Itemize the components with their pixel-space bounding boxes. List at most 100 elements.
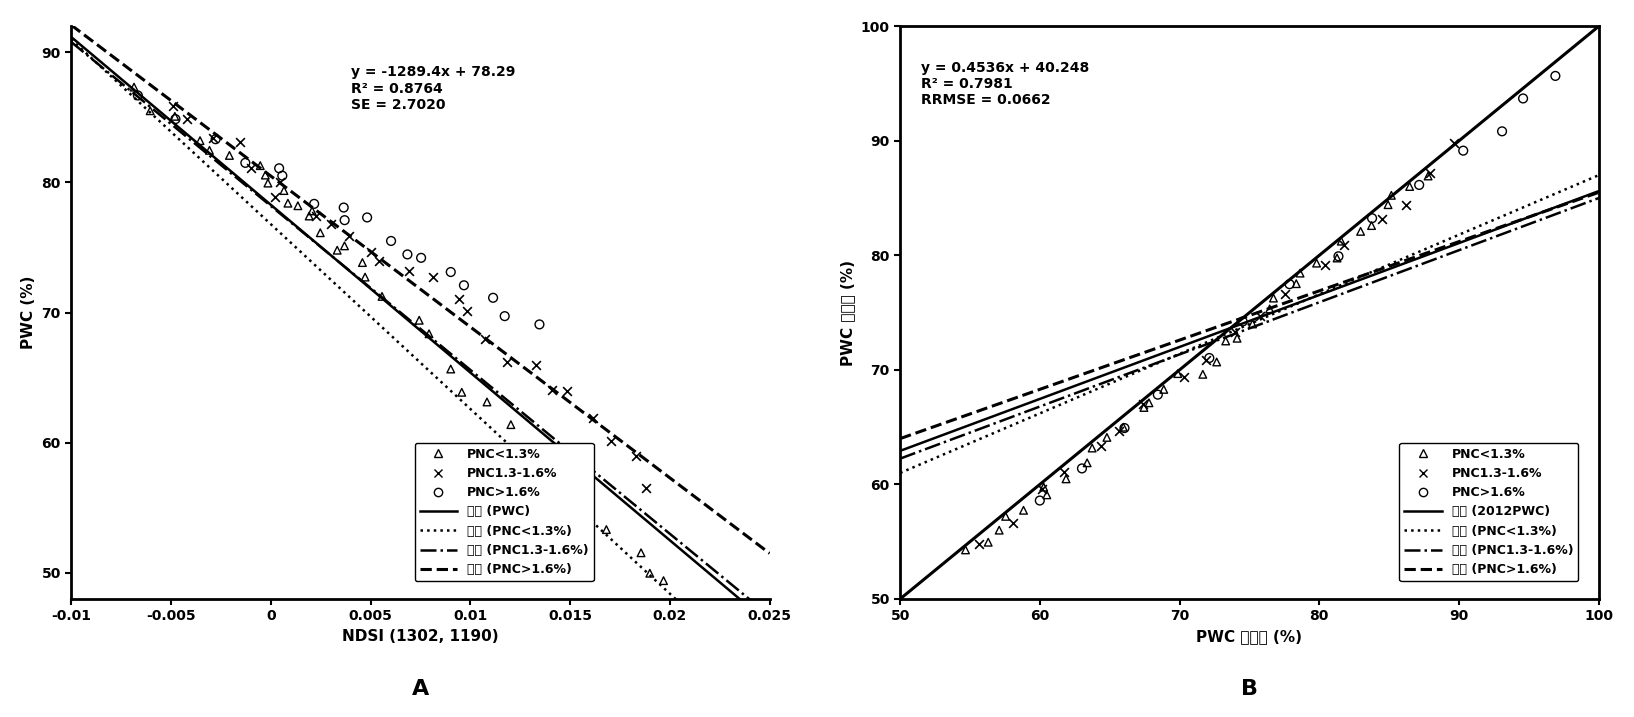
Point (255, 177, 281, 189)
Text: A: A (412, 679, 430, 699)
Point (330, 201, 356, 213)
Point (1510, 92, 1536, 104)
Point (196, 145, 222, 156)
Point (1145, 389, 1172, 400)
Point (1088, 440, 1114, 452)
Point (992, 511, 1018, 522)
Point (454, 305, 480, 317)
Point (261, 191, 288, 202)
Point (1260, 293, 1286, 304)
Point (1312, 260, 1338, 271)
X-axis label: NDSI (1302, 1190): NDSI (1302, 1190) (342, 629, 498, 644)
Point (299, 205, 325, 217)
Legend: PNC<1.3%, PNC1.3-1.6%, PNC>1.6%, 线性 (2012PWC), 线性 (PNC<1.3%), 线性 (PNC1.3-1.6%), : PNC<1.3%, PNC1.3-1.6%, PNC>1.6%, 线性 (201… (1399, 442, 1578, 581)
Point (1165, 368, 1191, 379)
Text: B: B (1240, 679, 1258, 699)
Point (975, 536, 1002, 548)
Point (1394, 199, 1420, 211)
Point (1222, 326, 1248, 338)
Point (266, 176, 292, 188)
Point (1271, 289, 1297, 300)
Y-axis label: PWC 预测值 (%): PWC 预测值 (%) (840, 260, 855, 366)
Point (632, 482, 659, 493)
Point (575, 521, 601, 533)
Point (1034, 489, 1060, 500)
Point (1417, 167, 1443, 179)
Point (637, 567, 663, 579)
Point (438, 266, 464, 277)
Point (598, 435, 624, 447)
Point (480, 292, 507, 303)
Point (301, 198, 327, 209)
Point (1172, 371, 1198, 383)
Point (160, 100, 186, 112)
Point (1348, 226, 1374, 237)
Point (394, 249, 420, 260)
Point (539, 384, 565, 396)
Point (186, 135, 212, 146)
Point (417, 328, 443, 340)
Point (523, 359, 549, 371)
Point (1000, 517, 1026, 528)
Point (1029, 483, 1056, 495)
Point (1325, 250, 1351, 262)
Y-axis label: PWC (%): PWC (%) (21, 276, 36, 349)
Point (1204, 356, 1230, 368)
Point (252, 169, 278, 181)
Point (1052, 473, 1078, 485)
Point (1359, 212, 1386, 224)
Point (474, 397, 500, 408)
Point (1542, 70, 1569, 82)
Point (319, 218, 345, 229)
Point (1374, 199, 1400, 210)
Point (1324, 252, 1350, 264)
Point (324, 244, 350, 256)
Point (124, 90, 150, 101)
Point (121, 81, 147, 92)
Point (232, 157, 258, 168)
Legend: PNC<1.3%, PNC1.3-1.6%, PNC>1.6%, 线性 (PWC), 线性 (PNC<1.3%), 线性 (PNC1.3-1.6%), 线性 (: PNC<1.3%, PNC1.3-1.6%, PNC>1.6%, 线性 (PWC… (415, 442, 593, 581)
Point (369, 290, 395, 302)
Point (351, 271, 377, 282)
Point (953, 544, 979, 556)
Point (1288, 267, 1314, 279)
Point (332, 214, 358, 226)
Point (335, 231, 361, 242)
Point (1069, 462, 1095, 474)
Point (1190, 369, 1216, 380)
Point (358, 246, 384, 257)
Point (377, 235, 404, 247)
Point (1109, 422, 1136, 433)
Point (302, 210, 328, 222)
Point (580, 412, 606, 424)
Point (275, 197, 301, 209)
Point (1449, 145, 1476, 156)
Text: y = -1289.4x + 78.29
R² = 0.8764
SE = 2.7020: y = -1289.4x + 78.29 R² = 0.8764 SE = 2.… (351, 65, 515, 112)
Point (408, 252, 435, 264)
Point (350, 257, 376, 268)
Point (554, 385, 580, 397)
Point (1078, 442, 1105, 454)
Point (1196, 352, 1222, 364)
Point (247, 160, 273, 171)
Point (438, 364, 464, 375)
Point (510, 452, 536, 464)
Point (554, 495, 580, 506)
Point (449, 386, 475, 398)
Point (1111, 422, 1137, 434)
Point (407, 315, 433, 326)
Text: y = 0.4536x + 40.248
R² = 0.7981
RRMSE = 0.0662: y = 0.4536x + 40.248 R² = 0.7981 RRMSE =… (922, 61, 1090, 107)
Point (1304, 257, 1330, 269)
Point (985, 524, 1011, 536)
Point (446, 293, 472, 305)
Point (492, 310, 518, 322)
Point (1093, 432, 1119, 443)
Point (1136, 397, 1162, 409)
Point (1193, 353, 1219, 365)
Point (627, 547, 654, 559)
Point (1369, 213, 1395, 224)
Point (1010, 505, 1036, 516)
Point (307, 227, 333, 239)
Point (284, 200, 310, 212)
Point (1379, 189, 1405, 201)
